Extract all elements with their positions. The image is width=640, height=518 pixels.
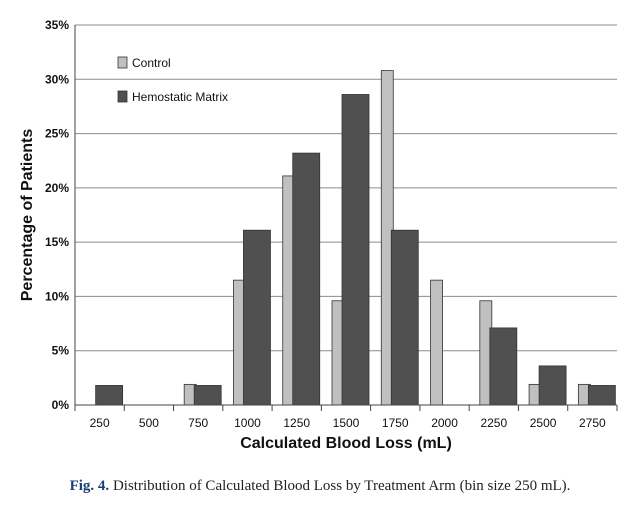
y-tick-label: 5% bbox=[52, 344, 70, 358]
bar-hemostatic-matrix-1000 bbox=[243, 229, 271, 406]
y-tick-label: 10% bbox=[45, 289, 69, 303]
x-tick-label: 1250 bbox=[283, 416, 310, 430]
x-tick-label: 2000 bbox=[431, 416, 458, 430]
x-tick-label: 1750 bbox=[382, 416, 409, 430]
figure-caption: Fig. 4. Distribution of Calculated Blood… bbox=[0, 478, 640, 495]
y-tick-label: 20% bbox=[45, 181, 69, 195]
x-tick-label: 2250 bbox=[480, 416, 507, 430]
bar-hemostatic-matrix-1500 bbox=[341, 94, 370, 406]
y-axis-title: Percentage of Patients bbox=[19, 129, 36, 302]
x-tick-label: 2750 bbox=[579, 416, 606, 430]
bar-hemostatic-matrix-1250 bbox=[292, 152, 321, 406]
bar-hemostatic-matrix-2500 bbox=[538, 365, 567, 406]
legend-swatch bbox=[117, 90, 128, 103]
x-tick-label: 2500 bbox=[530, 416, 557, 430]
x-axis-title: Calculated Blood Loss (mL) bbox=[240, 435, 452, 452]
y-tick-labels: 0% 5% 10% 15% 20% 25% 30% 35% bbox=[45, 18, 69, 412]
x-tick-label: 250 bbox=[90, 416, 110, 430]
y-tick-label: 15% bbox=[45, 235, 69, 249]
bar-control-2000 bbox=[430, 279, 443, 406]
legend: Control Hemostatic Matrix bbox=[117, 56, 228, 104]
bar-hemostatic-matrix-2750 bbox=[587, 385, 616, 406]
legend-label: Hemostatic Matrix bbox=[132, 90, 228, 104]
caption-label: Fig. 4. bbox=[69, 478, 110, 494]
bar-hemostatic-matrix-250 bbox=[95, 385, 124, 406]
bar-chart: 0% 5% 10% 15% 20% 25% 30% 35% 250 500 750 1000 1250… bbox=[19, 18, 618, 452]
x-tick-label: 500 bbox=[139, 416, 159, 430]
bar-hemostatic-matrix-2250 bbox=[489, 327, 518, 406]
y-tick-label: 0% bbox=[52, 398, 70, 412]
legend-swatch bbox=[117, 56, 128, 69]
x-tick-label: 1500 bbox=[333, 416, 360, 430]
bar-hemostatic-matrix-750 bbox=[193, 385, 222, 406]
legend-label: Control bbox=[132, 56, 171, 70]
y-tick-label: 30% bbox=[45, 72, 69, 86]
x-tick-labels: 250 500 750 1000 1250 1500 1750 2000 2250 2500 275… bbox=[90, 416, 606, 430]
y-tick-label: 35% bbox=[45, 18, 69, 32]
bars bbox=[95, 70, 616, 406]
y-tick-label: 25% bbox=[45, 127, 69, 141]
x-tick-label: 1000 bbox=[234, 416, 261, 430]
bar-hemostatic-matrix-1750 bbox=[390, 229, 419, 406]
x-tick-label: 750 bbox=[188, 416, 208, 430]
axes bbox=[74, 25, 618, 411]
caption-text: Distribution of Calculated Blood Loss by… bbox=[112, 478, 571, 494]
